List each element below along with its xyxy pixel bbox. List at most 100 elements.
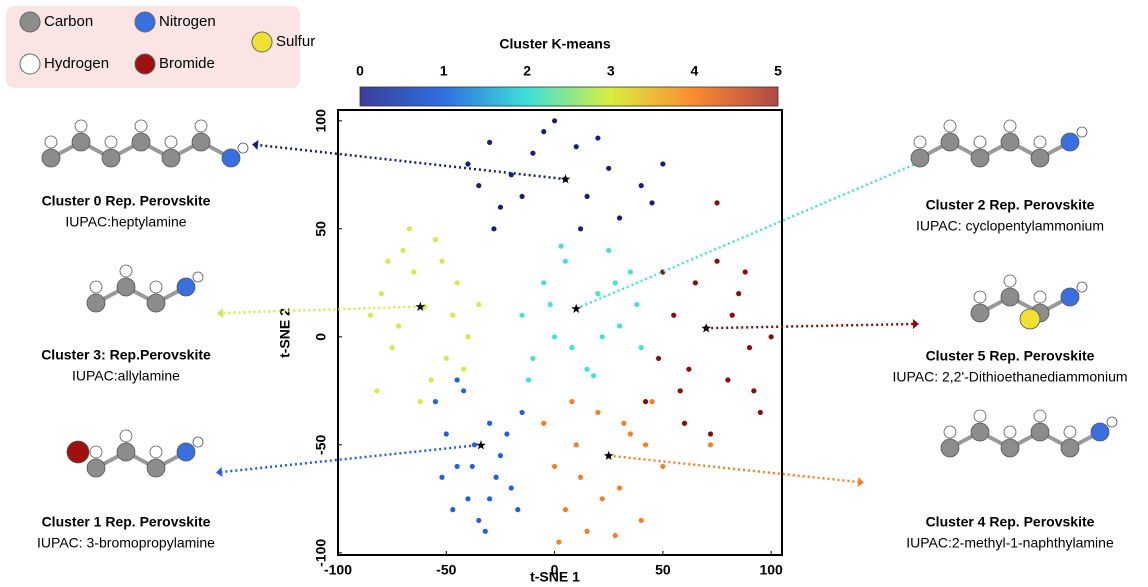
point xyxy=(569,345,574,350)
atom xyxy=(1077,127,1087,137)
atom xyxy=(150,281,162,293)
point xyxy=(494,475,499,480)
point xyxy=(628,269,633,274)
atom xyxy=(974,136,986,148)
point xyxy=(613,280,618,285)
point xyxy=(476,183,481,188)
atom xyxy=(1034,291,1046,303)
point xyxy=(390,345,395,350)
colorbar-tick-label: 3 xyxy=(607,63,615,79)
atom xyxy=(87,459,105,477)
x-tick-label: 0 xyxy=(551,562,559,578)
point xyxy=(476,302,481,307)
point xyxy=(649,399,654,404)
point xyxy=(396,323,401,328)
point xyxy=(747,345,752,350)
point xyxy=(483,529,488,534)
point xyxy=(574,144,579,149)
atom xyxy=(1077,282,1087,292)
atom xyxy=(132,133,150,151)
colorbar-tick-label: 1 xyxy=(440,63,448,79)
point xyxy=(439,475,444,480)
atom xyxy=(1020,309,1040,329)
y-tick-label: 0 xyxy=(313,333,329,341)
rep-title: Cluster 5 Rep. Perovskite xyxy=(926,348,1095,364)
point xyxy=(569,399,574,404)
arrow xyxy=(609,456,858,482)
atom xyxy=(192,133,210,151)
arrow-head xyxy=(913,319,919,329)
point xyxy=(530,356,535,361)
arrow xyxy=(223,307,420,313)
point xyxy=(725,377,730,382)
point xyxy=(541,280,546,285)
point xyxy=(600,496,605,501)
atom xyxy=(75,120,87,132)
atom xyxy=(971,149,989,167)
point xyxy=(617,485,622,490)
y-tick-label: -50 xyxy=(313,434,329,454)
rep-iupac: IUPAC:allylamine xyxy=(72,368,180,384)
point xyxy=(769,334,774,339)
point xyxy=(584,367,589,372)
point xyxy=(606,248,611,253)
atom xyxy=(971,423,989,441)
rep-iupac: IUPAC: 3-bromopropylamine xyxy=(37,535,215,551)
point xyxy=(552,118,557,123)
rep-title: Cluster 2 Rep. Perovskite xyxy=(926,197,1095,213)
point xyxy=(444,431,449,436)
point xyxy=(400,248,405,253)
legend-swatch xyxy=(20,54,40,74)
point xyxy=(526,377,531,382)
atom xyxy=(1004,120,1016,132)
x-tick-label: 50 xyxy=(655,562,671,578)
x-tick-label: -50 xyxy=(436,562,456,578)
rep-point: ★ xyxy=(475,437,487,452)
point xyxy=(385,259,390,264)
point xyxy=(628,431,633,436)
legend-swatch xyxy=(20,12,40,32)
atom xyxy=(238,143,248,153)
arrow-head xyxy=(216,467,222,477)
arrow-head xyxy=(857,477,863,487)
legend-swatch xyxy=(135,12,155,32)
colorbar-tick-label: 4 xyxy=(691,63,699,79)
y-tick-label: 50 xyxy=(313,221,329,237)
point xyxy=(491,226,496,231)
arrow xyxy=(258,145,565,179)
atom xyxy=(195,120,207,132)
point xyxy=(751,388,756,393)
point xyxy=(411,269,416,274)
point xyxy=(743,269,748,274)
point xyxy=(552,334,557,339)
atom xyxy=(222,149,240,167)
point xyxy=(368,313,373,318)
point xyxy=(465,496,470,501)
atom xyxy=(1004,426,1016,438)
atom xyxy=(42,149,60,167)
point xyxy=(548,302,553,307)
point xyxy=(450,313,455,318)
atom xyxy=(1061,439,1079,457)
atom xyxy=(117,443,135,461)
atom xyxy=(914,136,926,148)
colorbar-title: Cluster K-means xyxy=(499,36,610,52)
atom xyxy=(1001,133,1019,151)
atom xyxy=(941,133,959,151)
point xyxy=(578,226,583,231)
atom xyxy=(1061,288,1079,306)
point xyxy=(595,410,600,415)
point xyxy=(678,388,683,393)
rep-point: ★ xyxy=(414,299,426,314)
atom xyxy=(117,278,135,296)
point xyxy=(563,507,568,512)
point xyxy=(509,485,514,490)
point xyxy=(574,442,579,447)
point xyxy=(639,518,644,523)
point xyxy=(621,421,626,426)
rep-iupac: IUPAC:2-methyl-1-naphthylamine xyxy=(906,535,1114,551)
point xyxy=(379,291,384,296)
atom xyxy=(974,410,986,422)
atom xyxy=(193,272,203,282)
point xyxy=(465,161,470,166)
